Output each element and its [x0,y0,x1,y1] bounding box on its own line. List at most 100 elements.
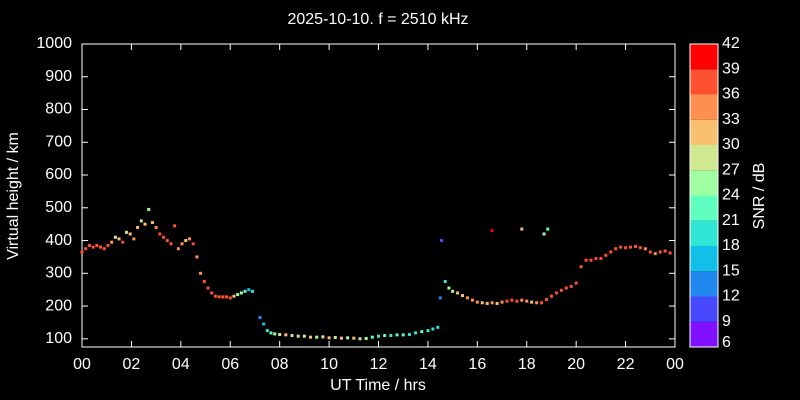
point [199,271,203,275]
point [202,279,206,283]
point [490,229,494,233]
point [589,258,593,262]
point [594,257,598,261]
point [436,325,440,329]
point [232,294,236,298]
point [420,330,424,334]
x-tick-label: 18 [518,356,536,373]
point [273,332,277,336]
colorbar-bin [690,170,718,196]
x-tick-label: 22 [617,356,635,373]
point [290,334,294,338]
point [545,298,549,302]
point [213,294,217,298]
point [236,293,240,297]
y-tick-label: 400 [45,232,72,249]
x-tick-label: 04 [172,356,190,373]
colorbar-label: SNR / dB [751,163,768,230]
point [579,265,583,269]
point [668,251,672,255]
x-tick-label: 14 [419,356,437,373]
point [165,239,169,243]
point [99,245,103,249]
point [564,286,568,290]
point [599,257,603,261]
point [191,242,195,246]
point [352,336,356,340]
point [653,252,657,256]
point [139,219,143,223]
point [540,301,544,305]
point [475,300,479,304]
point [206,286,210,290]
point [500,300,504,304]
x-tick-label: 06 [221,356,239,373]
y-tick-label: 300 [45,265,72,282]
point [542,232,546,236]
point [321,335,325,339]
point [389,334,393,338]
point [269,331,273,335]
point [569,284,573,288]
colorbar-tick-label: 12 [722,288,740,305]
point [247,288,251,292]
colorbar-tick-label: 9 [722,313,731,330]
point [128,232,132,236]
point [176,247,180,251]
point [370,335,374,339]
point [136,225,140,229]
point [180,242,184,246]
point [106,243,110,247]
point [143,222,147,226]
colorbar-bin [690,119,718,145]
y-axis-label: Virtual height / km [5,132,22,260]
point [132,237,136,241]
point [243,289,247,293]
point [225,295,229,299]
y-tick-label: 200 [45,297,72,314]
point [525,299,529,303]
point [549,294,553,298]
point [510,298,514,302]
colorbar-tick-label: 24 [722,187,740,204]
point [461,294,465,298]
colorbar-bin [690,94,718,120]
point [629,245,633,249]
point [648,250,652,254]
colorbar-bin [690,145,718,171]
colorbar-bin [690,246,718,272]
y-tick-label: 800 [45,101,72,118]
point [217,295,221,299]
point [309,335,313,339]
point [284,333,288,337]
point [443,279,447,283]
chart-title: 2025-10-10. f = 2510 kHz [287,11,468,28]
y-tick-label: 100 [45,330,72,347]
point [87,243,91,247]
plot-frame [81,43,676,348]
colorbar-tick-label: 18 [722,237,740,254]
x-tick-label: 20 [567,356,585,373]
point [221,295,225,299]
point [609,250,613,254]
point [633,244,637,248]
colorbar-tick-label: 27 [722,161,740,178]
point [535,301,539,305]
x-tick-label: 02 [123,356,141,373]
colorbar-tick-label: 33 [722,111,740,128]
point [554,291,558,295]
point [113,235,117,239]
point [485,301,489,305]
point [395,333,399,337]
point [431,327,435,331]
point [358,337,362,341]
x-axis-label: UT Time / hrs [330,377,426,394]
colorbar-bin [690,195,718,221]
point [451,289,455,293]
point [407,333,411,337]
point [456,291,460,295]
x-tick-label: 16 [468,356,486,373]
point [426,329,430,333]
colorbar-tick-label: 15 [722,262,740,279]
point [364,336,368,340]
